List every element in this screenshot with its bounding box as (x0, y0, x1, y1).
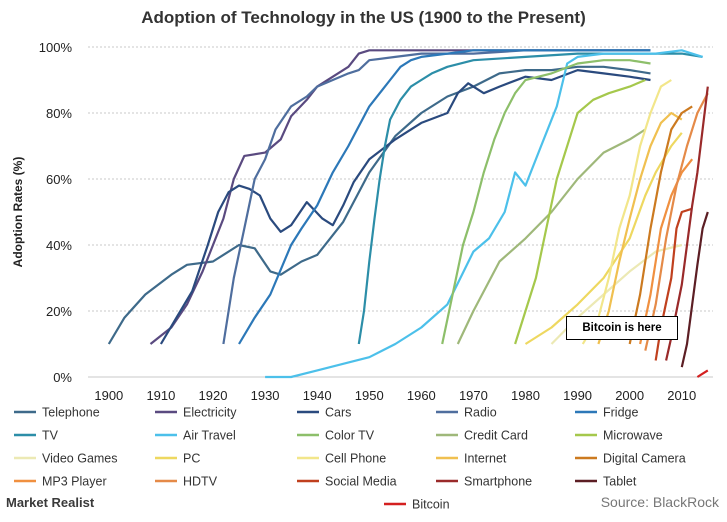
series-line-cars (159, 69, 651, 345)
x-tick-label: 1970 (459, 388, 488, 403)
legend-label-tablet: Tablet (603, 475, 637, 489)
series-lines (107, 49, 709, 379)
series-line-credit-card (456, 128, 646, 345)
series-line-electricity (149, 49, 651, 345)
series-line-cell-phone (581, 79, 672, 345)
legend-label-cars: Cars (325, 406, 351, 420)
series-line-microwave (514, 78, 646, 345)
legend-label-radio: Radio (464, 406, 497, 420)
legend: Telephone Electricity Cars Radio Fridge TV Air… (14, 406, 686, 512)
series-line-fridge (238, 49, 651, 345)
legend-label-hdtv: HDTV (183, 475, 218, 489)
series-line-tablet (680, 211, 709, 368)
legend-label-fridge: Fridge (603, 406, 638, 420)
y-tick-label: 20% (46, 304, 72, 319)
x-ticks: 1900 1910 1920 1930 1940 1950 1960 1970 1980 1990… (94, 388, 696, 403)
series-line-tv (357, 52, 703, 345)
series-line-digital-camera (628, 105, 693, 345)
y-ticks: 0% 20% 40% 60% 80% 100% (39, 40, 73, 385)
series-line-mp3-player (639, 158, 694, 345)
legend-label-internet: Internet (464, 452, 507, 466)
x-tick-label: 1960 (407, 388, 436, 403)
legend-label-social-media: Social Media (325, 475, 397, 489)
source-note: Source: BlackRock (600, 494, 719, 510)
y-tick-label: 40% (46, 238, 72, 253)
legend-label-bitcoin: Bitcoin (412, 498, 450, 512)
x-tick-label: 1990 (563, 388, 592, 403)
x-tick-label: 1910 (146, 388, 175, 403)
series-line-telephone (107, 65, 651, 345)
x-tick-label: 1940 (303, 388, 332, 403)
legend-label-smartphone: Smartphone (464, 475, 532, 489)
x-tick-label: 1930 (251, 388, 280, 403)
x-tick-label: 1950 (355, 388, 384, 403)
legend-label-telephone: Telephone (42, 406, 100, 420)
legend-label-tv: TV (42, 429, 59, 443)
x-tick-label: 1980 (511, 388, 540, 403)
legend-label-cell-phone: Cell Phone (325, 452, 386, 466)
x-tick-label: 1920 (199, 388, 228, 403)
series-line-air-travel (265, 49, 703, 379)
y-tick-label: 0% (53, 370, 72, 385)
series-line-hdtv (644, 92, 709, 351)
legend-label-air-travel: Air Travel (183, 429, 236, 443)
x-tick-label: 2000 (615, 388, 644, 403)
y-tick-label: 60% (46, 172, 72, 187)
legend-label-video-games: Video Games (42, 452, 118, 466)
y-axis-label: Adoption Rates (%) (11, 157, 25, 268)
series-line-color-tv (441, 59, 651, 345)
x-tick-label: 1900 (94, 388, 123, 403)
brand-logo: Market Realist (6, 495, 95, 510)
legend-label-credit-card: Credit Card (464, 429, 528, 443)
legend-label-digital-camera: Digital Camera (603, 452, 686, 466)
series-line-bitcoin (696, 369, 709, 378)
y-tick-label: 100% (39, 40, 73, 55)
series-line-internet (597, 111, 683, 345)
bitcoin-annotation: Bitcoin is here (566, 316, 678, 340)
legend-label-electricity: Electricity (183, 406, 237, 420)
x-tick-label: 2010 (667, 388, 696, 403)
chart-title: Adoption of Technology in the US (1900 t… (141, 8, 586, 27)
legend-label-mp3-player: MP3 Player (42, 475, 107, 489)
series-line-radio (222, 49, 651, 345)
legend-label-color-tv: Color TV (325, 429, 375, 443)
legend-label-microwave: Microwave (603, 429, 663, 443)
grid (88, 46, 713, 378)
legend-label-pc: PC (183, 452, 200, 466)
y-tick-label: 80% (46, 106, 72, 121)
